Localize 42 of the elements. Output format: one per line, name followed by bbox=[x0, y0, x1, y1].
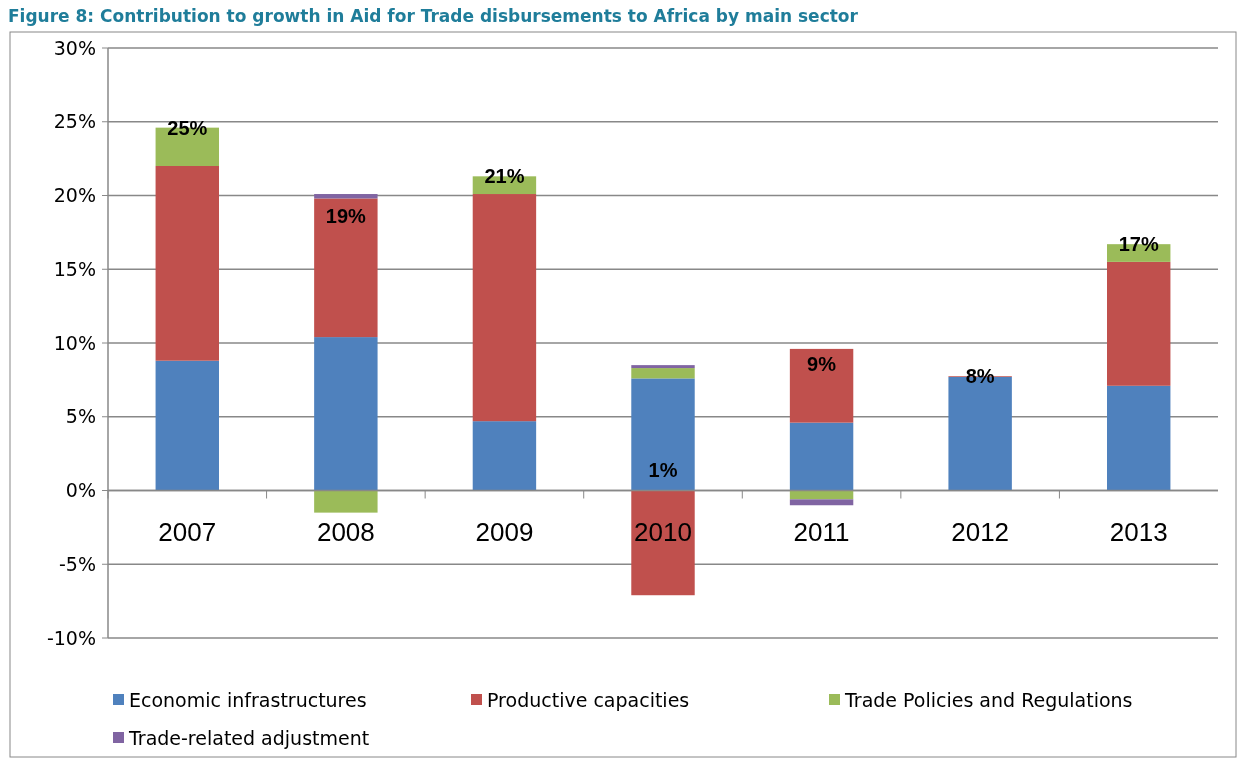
x-tick-label: 2008 bbox=[316, 516, 375, 547]
bar bbox=[789, 422, 854, 491]
total-label: 19% bbox=[325, 205, 367, 228]
y-tick-label: 10% bbox=[53, 331, 96, 354]
bar bbox=[631, 365, 695, 369]
x-tick-label: 2011 bbox=[793, 516, 850, 547]
y-tick-label: 30% bbox=[53, 36, 96, 59]
bar bbox=[314, 198, 378, 338]
legend-label: Trade-related adjustment bbox=[128, 726, 370, 749]
x-tick-label: 2013 bbox=[1109, 516, 1168, 547]
y-tick-label: 20% bbox=[53, 184, 96, 207]
x-tick-label: 2010 bbox=[634, 516, 692, 547]
bar bbox=[314, 194, 378, 199]
bar bbox=[155, 360, 219, 491]
legend-label: Productive capacities bbox=[487, 688, 690, 711]
bar bbox=[472, 421, 537, 491]
legend-label: Economic infrastructures bbox=[129, 688, 367, 711]
chart-title: Figure 8: Contribution to growth in Aid for Trade disbursements to Africa by main sector bbox=[8, 6, 859, 26]
y-tick-label: -10% bbox=[46, 626, 96, 649]
bar bbox=[314, 337, 378, 491]
y-tick-label: 5% bbox=[65, 405, 96, 428]
x-tick-label: 2007 bbox=[158, 516, 217, 547]
bar bbox=[631, 490, 695, 596]
bar bbox=[631, 368, 695, 379]
bar bbox=[155, 166, 219, 361]
bar bbox=[789, 499, 854, 506]
y-tick-label: 25% bbox=[53, 110, 96, 133]
bar bbox=[789, 348, 854, 423]
bar bbox=[1107, 261, 1171, 386]
x-tick-label: 2012 bbox=[951, 516, 1010, 547]
bar bbox=[789, 490, 854, 500]
y-tick-label: 15% bbox=[53, 257, 96, 280]
bar bbox=[1107, 385, 1171, 491]
total-label: 9% bbox=[807, 352, 837, 375]
y-tick-label: 0% bbox=[65, 479, 96, 502]
bar bbox=[631, 378, 695, 491]
bar bbox=[472, 194, 537, 422]
total-label: 1% bbox=[648, 458, 678, 481]
bar bbox=[314, 490, 378, 513]
y-tick-label: -5% bbox=[59, 552, 96, 575]
legend-label: Trade Policies and Regulations bbox=[844, 688, 1133, 711]
x-tick-label: 2009 bbox=[475, 516, 534, 547]
